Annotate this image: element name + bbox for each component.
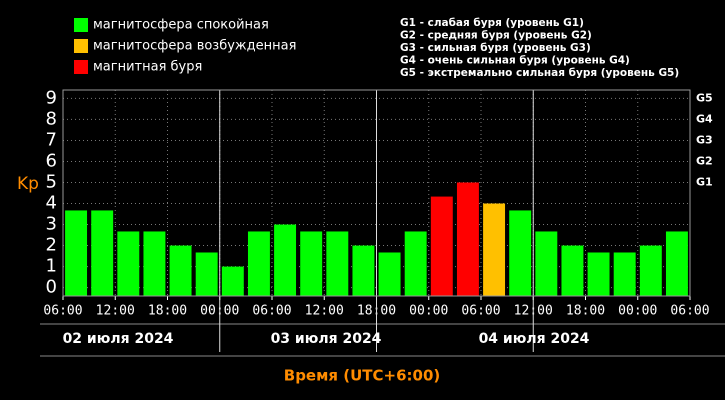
legend-swatch bbox=[74, 18, 88, 32]
bar bbox=[509, 210, 532, 296]
bar bbox=[91, 210, 114, 296]
y-tick-label: 1 bbox=[46, 256, 57, 277]
x-tick-label: 18:00 bbox=[566, 304, 605, 319]
bar bbox=[456, 182, 479, 296]
y-tick-label: 9 bbox=[46, 87, 57, 108]
y-axis-label: Kp bbox=[17, 174, 39, 194]
date-label: 02 июля 2024 bbox=[63, 331, 174, 347]
storm-level-note: G3 - сильная буря (уровень G3) bbox=[400, 42, 591, 54]
y-tick-label: 6 bbox=[46, 150, 57, 171]
y-tick-label: 5 bbox=[46, 171, 57, 192]
bar bbox=[326, 231, 349, 296]
y2-tick-label: G2 bbox=[696, 154, 713, 167]
legend-label: магнитная буря bbox=[93, 60, 202, 75]
bar bbox=[378, 252, 401, 296]
bar bbox=[247, 231, 270, 296]
legend-label: магнитосфера спокойная bbox=[93, 18, 269, 33]
x-tick-label: 00:00 bbox=[409, 304, 448, 319]
storm-level-note: G5 - экстремально сильная буря (уровень … bbox=[400, 67, 679, 79]
x-tick-label: 06:00 bbox=[252, 304, 291, 319]
legend-swatch bbox=[74, 39, 88, 53]
y-tick-label: 7 bbox=[46, 129, 57, 150]
y2-tick-label: G3 bbox=[696, 133, 713, 146]
date-label: 04 июля 2024 bbox=[479, 331, 590, 347]
bar bbox=[195, 252, 218, 296]
bar bbox=[613, 252, 636, 296]
bar bbox=[117, 231, 140, 296]
y-tick-label: 8 bbox=[46, 108, 57, 129]
bar bbox=[535, 231, 558, 296]
storm-level-note: G2 - средняя буря (уровень G2) bbox=[400, 30, 592, 42]
date-label: 03 июля 2024 bbox=[271, 331, 382, 347]
plot-frame bbox=[62, 89, 691, 297]
x-axis-label: Время (UTC+6:00) bbox=[284, 367, 440, 385]
y2-tick-label: G4 bbox=[696, 112, 713, 125]
bar bbox=[274, 224, 297, 296]
y-tick-label: 0 bbox=[46, 277, 57, 298]
y2-tick-label: G1 bbox=[696, 175, 713, 188]
storm-level-note: G1 - слабая буря (уровень G1) bbox=[400, 17, 584, 29]
x-tick-label: 18:00 bbox=[148, 304, 187, 319]
bar bbox=[665, 231, 688, 296]
bar bbox=[639, 245, 662, 296]
storm-level-note: G4 - очень сильная буря (уровень G4) bbox=[400, 55, 630, 67]
bar bbox=[561, 245, 584, 296]
x-tick-label: 06:00 bbox=[461, 304, 500, 319]
bar bbox=[169, 245, 192, 296]
x-tick-label: 06:00 bbox=[670, 304, 709, 319]
x-tick-label: 06:00 bbox=[43, 304, 82, 319]
y-tick-label: 2 bbox=[46, 235, 57, 256]
y-tick-label: 3 bbox=[46, 214, 57, 235]
bar bbox=[483, 203, 506, 296]
bar bbox=[300, 231, 323, 296]
bar bbox=[430, 196, 453, 296]
x-tick-label: 00:00 bbox=[618, 304, 657, 319]
y-tick-label: 4 bbox=[46, 193, 57, 214]
y2-tick-label: G5 bbox=[696, 91, 713, 104]
bar bbox=[143, 231, 166, 296]
legend-swatch bbox=[74, 60, 88, 74]
legend-label: магнитосфера возбужденная bbox=[93, 39, 296, 54]
x-tick-label: 12:00 bbox=[305, 304, 344, 319]
bar bbox=[65, 210, 88, 296]
bar bbox=[352, 245, 375, 296]
x-tick-label: 12:00 bbox=[96, 304, 135, 319]
bar bbox=[587, 252, 610, 296]
bar bbox=[221, 266, 244, 296]
bar bbox=[404, 231, 427, 296]
